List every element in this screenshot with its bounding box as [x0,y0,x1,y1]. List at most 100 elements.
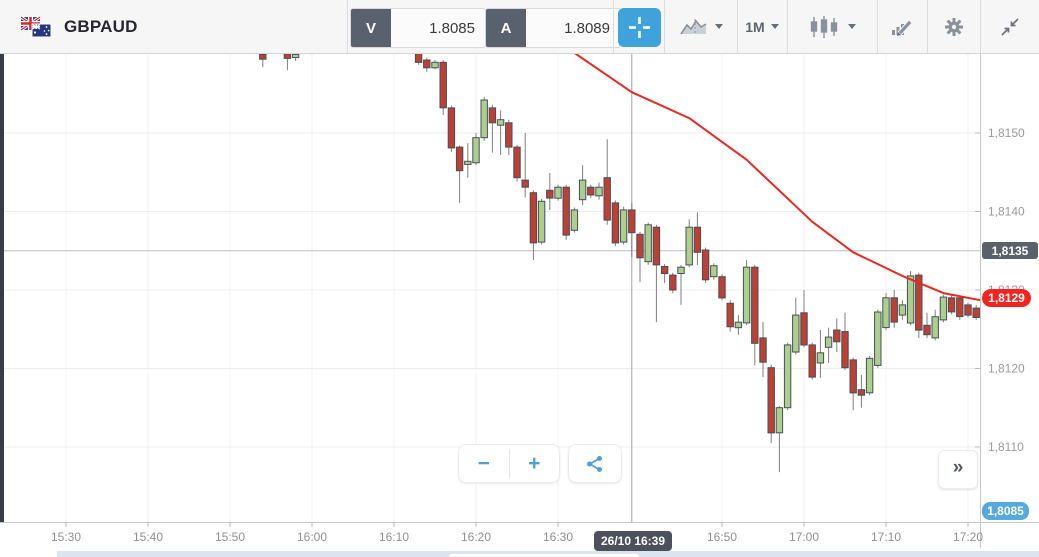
candle [808,344,816,378]
candle [595,186,603,197]
collapse-chart-button[interactable] [980,0,1039,53]
x-axis-label: 15:40 [133,530,163,544]
candle [431,61,439,69]
candle [783,344,792,409]
candle [455,146,464,172]
candle [972,307,980,319]
candle [628,209,636,234]
candle [447,107,456,149]
candle [537,200,546,243]
candle [464,160,472,165]
candle [956,297,964,318]
candle-style-dropdown[interactable] [787,0,877,53]
crosshair-tool-button[interactable] [618,8,661,47]
buy-price-value: 1.8089 [564,19,610,37]
candle [496,119,505,126]
collapse-arrows-icon [1000,17,1019,36]
share-button[interactable] [568,444,622,483]
y-axis-label: 1,8140 [988,205,1025,219]
crosshair-price-badge: 1,8135 [982,242,1038,259]
x-axis-label: 16:20 [461,530,491,544]
share-icon [587,455,602,472]
sell-price-marker-badge: 1,8085 [982,502,1029,520]
sell-quote-button[interactable]: V 1.8085 [350,8,486,48]
x-axis-label: 16:50 [707,530,737,544]
candle [734,321,743,329]
candle [578,179,587,201]
chevron-down-icon [770,24,779,29]
candle [841,331,849,369]
candle [652,226,661,266]
candle [693,226,702,253]
candle [677,266,685,275]
settings-button[interactable] [927,0,980,53]
candle [874,311,882,366]
drawing-tools-button[interactable] [877,0,927,53]
buy-tag: A [486,9,526,47]
chevron-down-icon [714,24,723,29]
candle [718,276,726,299]
candle [562,186,570,236]
candle [939,296,948,321]
y-axis-label: 1,8120 [988,362,1025,376]
candle [767,367,775,434]
candle [546,189,554,199]
crosshair-lines [0,54,980,522]
candle [849,359,857,394]
timeframe-value: 1M [745,18,765,35]
candle [570,209,579,231]
candle [931,316,939,339]
x-axis-label: 16:10 [379,530,409,544]
candle [414,54,423,63]
candle [291,54,300,59]
crosshair-time-badge: 26/10 16:39 [594,531,672,551]
candlestick-icon [810,15,838,38]
candle [488,107,497,124]
candle [890,297,898,323]
settings-gear-icon [944,17,963,36]
candle [660,266,669,275]
candle [423,59,431,69]
sell-price-value: 1.8085 [429,19,475,37]
candle [521,179,529,188]
candle [882,297,890,329]
candle [259,54,267,60]
zoom-control: − + [458,444,560,483]
candle [685,226,693,266]
candle [906,275,915,324]
x-axis-label: 15:30 [51,530,81,544]
candle [505,122,513,148]
sell-tag: V [351,9,391,47]
chart-type-dropdown[interactable] [664,0,737,53]
candle [603,177,611,221]
candle [619,209,628,243]
y-axis-label: 1,8110 [988,440,1024,454]
x-axis-label: 17:10 [871,530,901,544]
axes [0,54,1039,548]
zoom-in-button[interactable]: + [528,451,541,475]
candle [833,329,841,343]
candle [701,249,710,281]
candle [283,54,292,59]
last-price-badge: 1,8129 [982,289,1031,307]
instrument-symbol: GBPAUD [64,16,138,36]
candle [636,233,644,259]
candle [644,224,652,263]
timeframe-dropdown[interactable]: 1M [737,0,787,53]
candle [587,186,595,196]
expand-panel-button[interactable]: » [938,450,978,489]
area-chart-icon [679,18,706,35]
moving-average-line [574,54,980,302]
zoom-out-button[interactable]: − [477,451,490,475]
buy-quote-button[interactable]: A 1.8089 [485,8,621,48]
x-axis-label: 16:30 [543,530,573,544]
candle [759,337,767,363]
candle [865,357,874,394]
y-axis-label: 1,8150 [988,126,1025,140]
x-axis-label: 16:00 [297,530,327,544]
candle [964,304,972,316]
bottom-panel-edge [0,551,1039,557]
